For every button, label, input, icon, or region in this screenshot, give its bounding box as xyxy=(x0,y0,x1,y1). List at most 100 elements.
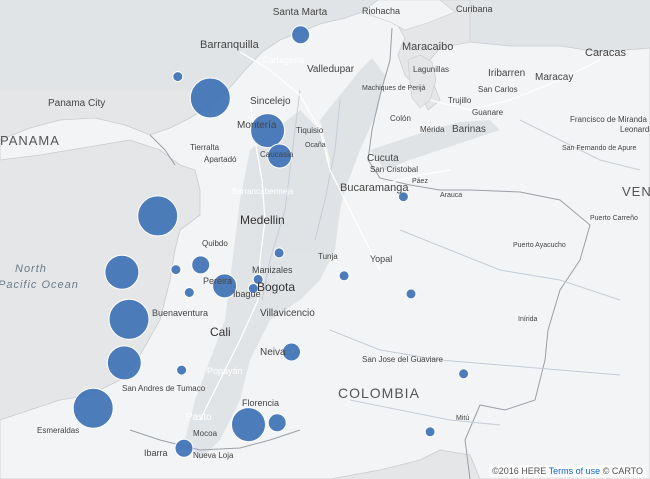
label-san-carlos: San Carlos xyxy=(478,85,518,94)
map-bubble[interactable] xyxy=(174,438,194,458)
map-bubble[interactable] xyxy=(212,273,238,299)
map-labels: Santa Marta Riohacha Curibana Barranquil… xyxy=(0,4,650,460)
map-bubble[interactable] xyxy=(189,77,231,119)
map-bubble[interactable] xyxy=(424,426,436,438)
label-mitu: Mitú xyxy=(456,415,469,422)
label-ven: VEN xyxy=(622,184,650,199)
map-bubble[interactable] xyxy=(247,283,259,294)
label-ibarra: Ibarra xyxy=(144,448,168,458)
map-bubble[interactable] xyxy=(104,254,140,290)
map-bubble[interactable] xyxy=(291,25,311,45)
label-paez: Páez xyxy=(412,178,428,185)
label-cucuta: Cucuta xyxy=(367,153,399,164)
label-san-fernando: San Fernando de Apure xyxy=(562,145,636,152)
label-san-jose: San Jose del Guaviare xyxy=(362,355,443,364)
label-neiva: Neiva xyxy=(260,347,286,358)
country-borders xyxy=(129,27,591,479)
label-riohacha: Riohacha xyxy=(362,6,400,16)
bubble-layer xyxy=(72,25,470,458)
label-mocoa: Mocoa xyxy=(193,429,218,438)
label-ocana: Ocaña xyxy=(305,142,326,149)
label-tunja: Tunja xyxy=(318,252,338,261)
map-bubble[interactable] xyxy=(338,270,350,282)
attribution-carto: © CARTO xyxy=(602,466,643,476)
label-colon: Colón xyxy=(390,114,411,123)
map-bubble[interactable] xyxy=(273,247,285,259)
attribution-here: ©2016 HERE xyxy=(492,466,547,476)
map-bubble[interactable] xyxy=(267,143,293,169)
label-florencia: Florencia xyxy=(242,398,279,408)
label-colombia: COLOMBIA xyxy=(338,385,420,401)
label-iribarren: Iribarren xyxy=(488,68,525,79)
label-sincelejo: Sincelejo xyxy=(250,96,291,107)
label-medellin: Medellin xyxy=(240,213,285,227)
guajira-peninsula xyxy=(361,0,456,31)
label-san-cristobal: San Cristobal xyxy=(370,165,418,174)
label-cali: Cali xyxy=(210,325,231,339)
map-bubble[interactable] xyxy=(176,364,188,376)
map-bubble[interactable] xyxy=(397,191,409,203)
label-francisco-miranda: Francisco de Miranda xyxy=(570,115,647,124)
map-bubble[interactable] xyxy=(231,407,266,443)
label-quibdo: Quibdo xyxy=(202,239,228,248)
label-puerto-carreno: Puerto Carreño xyxy=(590,215,638,222)
label-caracas: Caracas xyxy=(585,47,626,59)
map-bubble[interactable] xyxy=(106,345,142,381)
map-bubble[interactable] xyxy=(191,255,211,275)
map-bubble[interactable] xyxy=(108,298,150,340)
label-panama-city: Panama City xyxy=(48,98,105,109)
label-caucasia: Caucasia xyxy=(260,150,294,159)
label-pasto: Pasto xyxy=(186,412,212,423)
map-bubble[interactable] xyxy=(252,273,264,285)
label-arauca: Arauca xyxy=(440,192,462,199)
label-north: North xyxy=(15,263,47,275)
map-bubble[interactable] xyxy=(250,113,286,149)
map-bubble[interactable] xyxy=(282,342,301,362)
label-guanare: Guanare xyxy=(472,108,504,117)
map-bubble[interactable] xyxy=(72,387,114,429)
label-bogota: Bogota xyxy=(257,280,295,294)
map-bubble[interactable] xyxy=(172,71,184,83)
label-popayan: Popayán xyxy=(207,366,243,376)
label-maracay: Maracay xyxy=(535,72,573,83)
rivers xyxy=(261,89,641,426)
map-bubble[interactable] xyxy=(267,413,287,433)
map-bubble[interactable] xyxy=(170,264,182,276)
map-bubble[interactable] xyxy=(137,195,179,237)
label-barinas: Barinas xyxy=(452,124,486,135)
map-bubble[interactable] xyxy=(405,288,417,300)
label-santa-marta-1: Santa Marta xyxy=(273,7,328,18)
label-merida: Mérida xyxy=(420,125,445,134)
label-manizales: Manizales xyxy=(252,265,293,275)
map-attribution: ©2016 HERE Terms of use © CARTO xyxy=(489,465,646,477)
label-yopal: Yopal xyxy=(370,254,392,264)
label-valledupar: Valledupar xyxy=(307,64,355,75)
label-cartagena: Cartagena xyxy=(262,55,304,65)
label-buenaventura: Buenaventura xyxy=(152,308,208,318)
label-inirida: Inírida xyxy=(518,316,538,323)
label-maracaibo: Maracaibo xyxy=(402,41,453,53)
label-bucaramanga: Bucaramanga xyxy=(340,182,409,194)
roads xyxy=(199,51,601,421)
label-tierralta: Tierralta xyxy=(190,143,220,152)
label-lagunillas: Lagunillas xyxy=(413,65,449,74)
label-barrancabermeja: Barrancabermeja xyxy=(232,187,294,196)
label-tiquisio: Tiquisio xyxy=(296,126,324,135)
label-puerto-ayacucho: Puerto Ayacucho xyxy=(513,242,566,249)
label-monteria: Montería xyxy=(237,120,277,131)
label-machiques: Machiques de Perijá xyxy=(362,85,426,92)
label-esmeraldas: Esmeraldas xyxy=(37,426,79,435)
map-bubble[interactable] xyxy=(183,287,195,298)
label-barranquilla: Barranquilla xyxy=(200,39,260,51)
label-curibana: Curibana xyxy=(456,4,493,14)
map-bubble[interactable] xyxy=(458,368,470,380)
label-pacific-ocean: Pacific Ocean xyxy=(0,279,79,291)
label-ibague: Ibague xyxy=(233,289,261,299)
label-trujillo: Trujillo xyxy=(448,96,472,105)
label-san-andres: San Andres de Tumaco xyxy=(122,384,206,393)
label-leonardo-infante: Leonardo Infante xyxy=(620,125,650,134)
label-villavicencio: Villavicencio xyxy=(260,308,315,319)
terms-of-use-link[interactable]: Terms of use xyxy=(548,466,601,476)
